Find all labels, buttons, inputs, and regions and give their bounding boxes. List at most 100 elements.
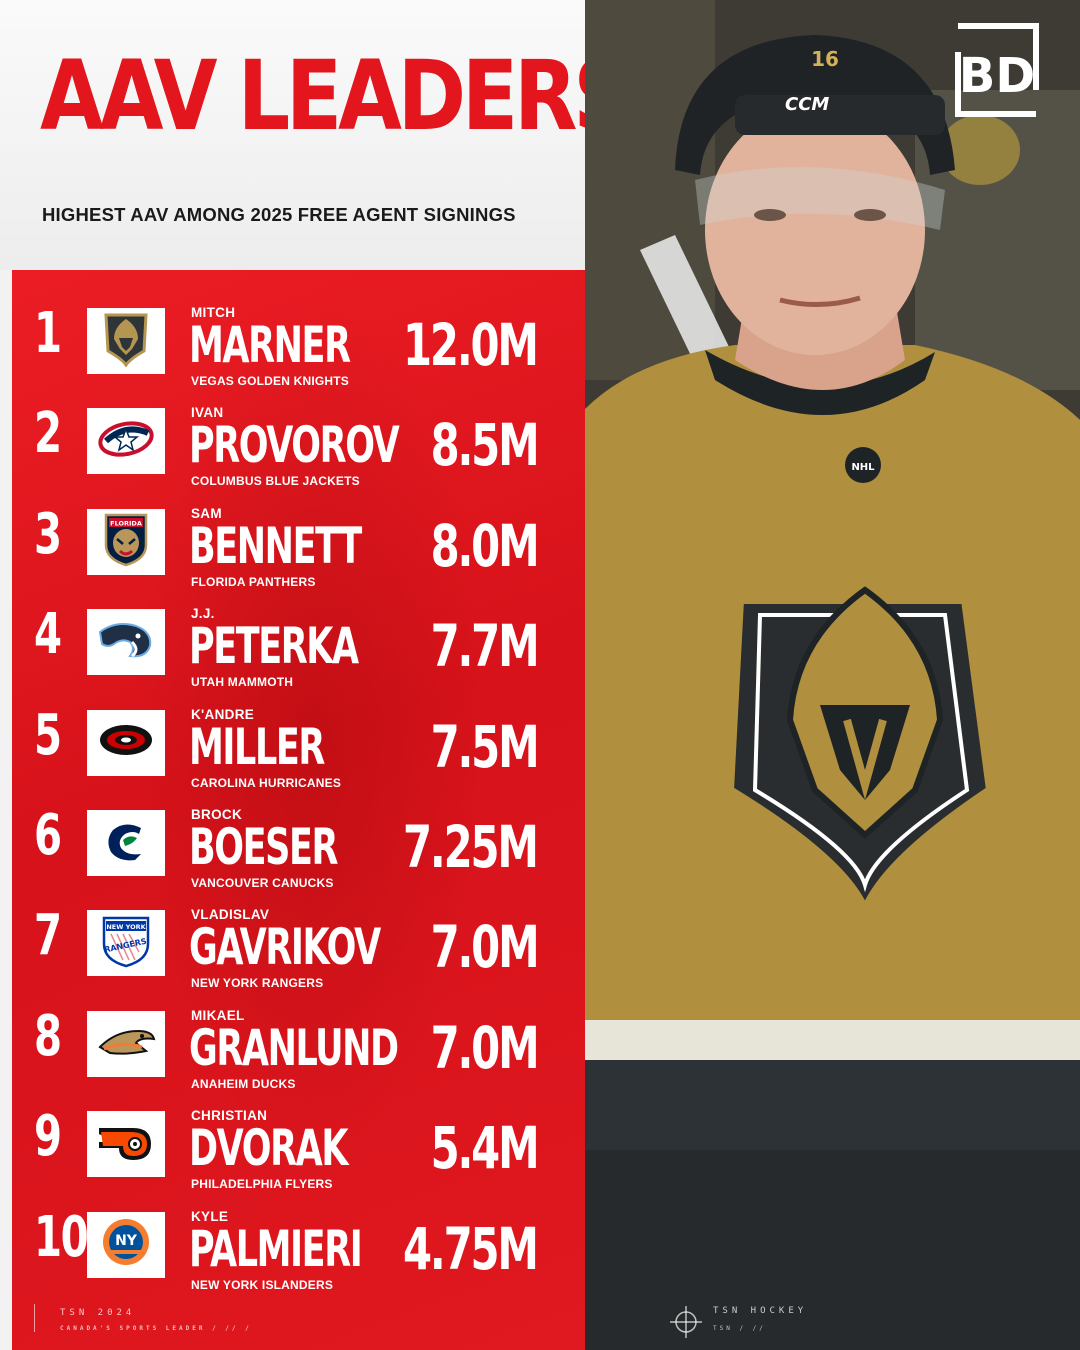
team-name: ANAHEIM DUCKS <box>191 1076 296 1091</box>
aav-value: 5.4M <box>430 1114 539 1183</box>
team-logo-box <box>87 1111 165 1178</box>
rank-number: 6 <box>34 803 62 868</box>
player-last-name: PALMIERI <box>189 1219 363 1278</box>
rank-number: 8 <box>34 1003 62 1069</box>
team-logo-box <box>87 810 165 876</box>
team-logo-box <box>87 709 165 776</box>
leader-row: 2 IVAN PROVOROV COLUMBUS BLUE JACKETS 8.5M <box>12 392 585 492</box>
player-first-name: CHRISTIAN <box>191 1108 268 1124</box>
aav-value: 8.0M <box>430 511 539 580</box>
player-last-name: MILLER <box>189 717 325 776</box>
team-name: NEW YORK RANGERS <box>191 976 324 991</box>
background-player-silhouette <box>132 290 492 1190</box>
aav-value: 7.0M <box>430 913 539 982</box>
player-last-name: GRANLUND <box>189 1018 399 1077</box>
player-first-name: K'ANDRE <box>191 706 255 722</box>
team-name: PHILADELPHIA FLYERS <box>191 1177 333 1192</box>
svg-text:FLORIDA: FLORIDA <box>110 520 142 528</box>
rank-number: 3 <box>34 501 62 567</box>
team-name: VANCOUVER CANUCKS <box>191 876 334 890</box>
team-logo-box: NY <box>87 1211 165 1278</box>
aav-value: 7.5M <box>430 712 539 781</box>
player-last-name: PROVOROV <box>189 416 400 475</box>
columbus-blue-jackets-logo <box>96 417 156 466</box>
footer-right-line2: TSN / // <box>713 1325 766 1332</box>
leader-row: 4 J.J. PETERKA UTAH MAMMOTH 7.7M <box>12 593 585 693</box>
team-logo-box: FLORIDA <box>87 508 165 575</box>
team-logo-box <box>87 609 165 676</box>
philadelphia-flyers-logo <box>97 1120 155 1169</box>
aav-value: 7.25M <box>403 813 539 881</box>
team-name: VEGAS GOLDEN KNIGHTS <box>191 374 350 388</box>
player-first-name: MIKAEL <box>191 1007 245 1023</box>
helmet-number: 16 <box>811 47 839 71</box>
player-first-name: KYLE <box>191 1208 229 1224</box>
team-name: UTAH MAMMOTH <box>191 675 294 690</box>
team-name: COLUMBUS BLUE JACKETS <box>191 474 360 489</box>
rank-number: 5 <box>34 702 62 768</box>
team-logo-box <box>87 408 165 475</box>
leader-row: 8 MIKAEL GRANLUND ANAHEIM DUCKS 7.0M <box>12 995 585 1095</box>
player-last-name: GAVRIKOV <box>189 918 381 977</box>
footer-left-line1: TSN 2024 <box>60 1308 136 1318</box>
aav-value: 7.0M <box>430 1013 539 1082</box>
anaheim-ducks-logo <box>96 1021 156 1066</box>
leaders-panel: 1 MITCH MARNER VEGAS GOLDEN KNIGHTS 12.0M 2 IV… <box>12 270 585 1350</box>
leader-row: 7 NEW YORK RANGERS VLADISLAV GAVRIKOV NEW YOR… <box>12 894 585 994</box>
player-last-name: PETERKA <box>189 617 359 676</box>
team-name: FLORIDA PANTHERS <box>191 574 316 589</box>
brand-logo-text: BD <box>959 48 1035 104</box>
team-name: NEW YORK ISLANDERS <box>191 1277 334 1292</box>
footer-right-line1: TSN HOCKEY <box>713 1306 808 1316</box>
aav-value: 7.7M <box>430 612 539 681</box>
rank-number: 9 <box>34 1104 62 1170</box>
nhl-badge: NHL <box>851 462 875 473</box>
player-last-name: DVORAK <box>189 1119 348 1178</box>
leader-row: 3 FLORIDA SAM BENNETT FLORIDA PANTHERS 8.0M <box>12 493 585 593</box>
leader-row: 6 BROCK BOESER VANCOUVER CANUCKS 7.25M <box>12 794 585 894</box>
new-york-rangers-logo: NEW YORK RANGERS <box>101 914 151 973</box>
player-first-name: SAM <box>191 505 222 521</box>
page-subtitle: HIGHEST AAV AMONG 2025 FREE AGENT SIGNIN… <box>42 204 516 225</box>
team-logo-box: NEW YORK RANGERS <box>87 910 165 977</box>
team-name: CAROLINA HURRICANES <box>191 775 342 790</box>
carolina-hurricanes-logo <box>96 718 156 767</box>
player-first-name: BROCK <box>191 807 242 822</box>
florida-panthers-logo: FLORIDA <box>103 511 149 572</box>
player-first-name: MITCH <box>191 305 236 320</box>
rank-number: 7 <box>34 903 62 969</box>
bleacher-report-logo: BD <box>955 23 1039 117</box>
utah-mammoth-logo <box>96 618 156 667</box>
aav-value: 12.0M <box>403 311 539 379</box>
vegas-golden-knights-logo <box>100 311 152 372</box>
team-logo-box <box>87 1010 165 1077</box>
crosshair-icon <box>670 1306 702 1338</box>
page-title: AAV LEADERS <box>40 40 633 152</box>
player-last-name: BOESER <box>189 818 338 876</box>
helmet-brand: CCM <box>785 94 829 115</box>
rank-number: 10 <box>34 1204 89 1270</box>
team-logo-box <box>87 308 165 374</box>
player-illustration: 16 CCM NHL <box>585 0 1080 1350</box>
rank-number: 2 <box>34 401 62 467</box>
left-margin <box>0 270 12 1350</box>
header: AAV LEADERS HIGHEST AAV AMONG 2025 FREE … <box>0 0 633 270</box>
footer-left: TSN 2024 CANADA'S SPORTS LEADER / // / <box>34 1300 334 1340</box>
new-york-islanders-logo: NY <box>101 1217 151 1272</box>
player-last-name: MARNER <box>189 316 351 374</box>
aav-value: 8.5M <box>430 411 539 480</box>
aav-value: 4.75M <box>403 1214 539 1283</box>
svg-text:NEW YORK: NEW YORK <box>106 923 146 931</box>
leader-row: 1 MITCH MARNER VEGAS GOLDEN KNIGHTS 12.0M <box>12 292 585 392</box>
player-first-name: VLADISLAV <box>191 907 270 923</box>
footer-right: TSN HOCKEY TSN / // <box>668 1298 868 1342</box>
footer-left-line2: CANADA'S SPORTS LEADER / // / <box>60 1325 252 1332</box>
leader-row: 9 CHRISTIAN DVORAK PHILADELPHIA FLYERS 5.4M <box>12 1095 585 1195</box>
player-photo: 16 CCM NHL BD <box>585 0 1080 1350</box>
svg-text:NY: NY <box>115 1233 138 1249</box>
player-first-name: IVAN <box>191 405 224 421</box>
leader-row: 10 NY KYLE PALMIERI NEW YORK ISLANDERS 4.75M <box>12 1196 585 1296</box>
player-last-name: BENNETT <box>189 516 362 575</box>
vancouver-canucks-logo <box>101 816 151 871</box>
player-first-name: J.J. <box>191 606 215 622</box>
